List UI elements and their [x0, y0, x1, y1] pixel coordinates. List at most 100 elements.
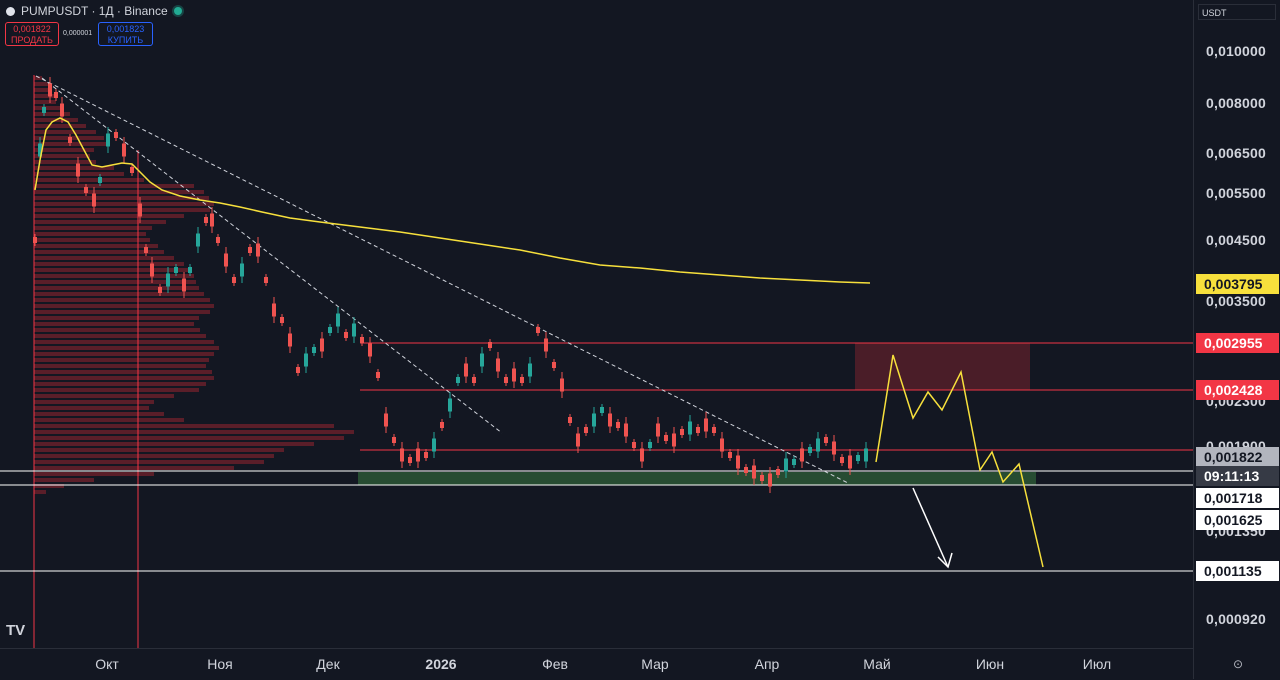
candle-body	[216, 237, 220, 243]
time-axis[interactable]: Окт Ноя Дек 2026 Фев Мар Апр Май Июн Июл	[0, 648, 1193, 680]
price-axis[interactable]: USDT 0,010000 0,008000 0,006500 0,005500 0,0…	[1193, 0, 1280, 679]
volume-profile-bar	[34, 358, 209, 362]
candle-body	[480, 353, 484, 367]
buy-price: 0,001823	[106, 24, 145, 34]
candle-body	[856, 455, 860, 461]
candle-body	[150, 263, 154, 277]
candle-body	[204, 217, 208, 223]
candle-body	[320, 338, 324, 352]
volume-profile-bar	[34, 76, 42, 80]
volume-profile-bar	[34, 424, 334, 428]
candle-body	[656, 423, 660, 437]
market-status-icon	[173, 7, 182, 15]
currency-selector[interactable]: USDT	[1198, 4, 1276, 20]
volume-profile-bar	[34, 88, 52, 92]
price-axis-label: 0,005500	[1206, 185, 1266, 201]
candle-body	[760, 475, 764, 481]
candle-body	[224, 253, 228, 267]
candle-body	[736, 455, 740, 469]
candle-body	[416, 448, 420, 462]
candle-body	[264, 277, 268, 283]
volume-profile-bar	[34, 238, 150, 242]
candle-body	[528, 363, 532, 377]
candle-body	[106, 133, 110, 147]
volume-profile-bar	[34, 202, 214, 206]
volume-profile-bar	[34, 190, 204, 194]
candle-body	[188, 267, 192, 273]
volume-profile-bar	[34, 484, 64, 488]
candle-body	[60, 103, 64, 117]
symbol-title: PUMPUSDT · 1Д · Binance	[21, 4, 168, 18]
last-price-tag: 0,001822	[1196, 447, 1279, 467]
time-axis-label: Июл	[1082, 656, 1112, 672]
volume-profile-bar	[34, 406, 149, 410]
time-axis-label: Апр	[754, 656, 780, 672]
volume-profile-bar	[34, 268, 190, 272]
chart-area[interactable]	[0, 0, 1193, 648]
volume-profile-bar	[34, 310, 210, 314]
candle-body	[624, 423, 628, 437]
price-axis-label: 0,006500	[1206, 145, 1266, 161]
candle-body	[816, 438, 820, 452]
candle-body	[328, 327, 332, 333]
candle-body	[182, 278, 186, 292]
ma-price-tag: 0,003795	[1196, 274, 1279, 294]
volume-profile-bar	[34, 328, 200, 332]
resistance-zone	[855, 343, 1030, 390]
settings-gear-icon[interactable]: ⊙	[1233, 657, 1244, 671]
volume-profile-bar	[34, 394, 174, 398]
candle-body	[272, 303, 276, 317]
candle-body	[84, 187, 88, 193]
price-axis-label: 0,003500	[1206, 293, 1266, 309]
candle-body	[256, 243, 260, 257]
candle-body	[424, 452, 428, 458]
tradingview-logo-icon[interactable]: TV	[6, 622, 26, 639]
volume-profile-bar	[34, 376, 214, 380]
volume-profile-bar	[34, 316, 199, 320]
candle-body	[672, 433, 676, 447]
volume-profile-bar	[34, 232, 146, 236]
candle-body	[114, 132, 118, 138]
volume-profile-bar	[34, 280, 196, 284]
volume-profile-bar	[34, 298, 210, 302]
candle-body	[840, 457, 844, 463]
candle-body	[544, 338, 548, 352]
candle-body	[360, 337, 364, 343]
support-top-price-tag: 0,001718	[1196, 488, 1279, 508]
candle-body	[832, 441, 836, 455]
target-arrow	[912, 487, 949, 568]
candle-body	[680, 429, 684, 435]
volume-profile-bar	[34, 94, 54, 98]
volume-profile-bar	[34, 106, 62, 110]
candle-body	[48, 83, 52, 97]
trend-line-lower	[41, 77, 503, 434]
time-axis-label: Ноя	[207, 656, 233, 672]
candle-body	[824, 437, 828, 443]
price-chart[interactable]	[0, 0, 1193, 648]
candle-body	[174, 267, 178, 273]
candle-body	[408, 457, 412, 463]
time-axis-label: Май	[863, 656, 891, 672]
candle-body	[38, 143, 42, 157]
time-axis-label: Дек	[316, 656, 340, 672]
buy-button[interactable]: 0,001823 КУПИТЬ	[98, 22, 153, 46]
candle-body	[560, 378, 564, 392]
volume-profile-bar	[34, 382, 206, 386]
trend-line-upper	[35, 75, 849, 484]
candle-body	[536, 327, 540, 333]
candle-body	[752, 465, 756, 479]
sell-button[interactable]: 0,001822 ПРОДАТЬ	[5, 22, 59, 46]
candle-body	[712, 427, 716, 433]
candle-body	[122, 143, 126, 157]
candle-body	[376, 372, 380, 378]
candle-body	[664, 435, 668, 441]
volume-profile-bar	[34, 388, 199, 392]
volume-profile-bar	[34, 370, 212, 374]
symbol-header[interactable]: PUMPUSDT · 1Д · Binance	[6, 4, 182, 18]
volume-profile-bar	[34, 442, 314, 446]
candle-body	[592, 413, 596, 427]
target-price-tag: 0,001135	[1196, 561, 1279, 581]
candle-body	[552, 362, 556, 368]
buy-label: КУПИТЬ	[107, 35, 144, 45]
candle-body	[280, 317, 284, 323]
